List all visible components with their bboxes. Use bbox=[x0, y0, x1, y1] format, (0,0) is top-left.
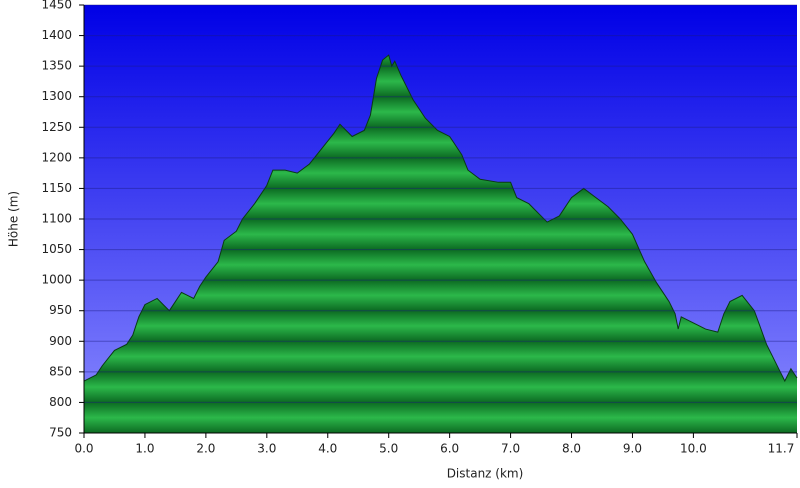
x-tick-label: 10.0 bbox=[680, 442, 707, 456]
x-tick-label: 9.0 bbox=[623, 442, 642, 456]
y-tick-label: 1350 bbox=[41, 59, 72, 73]
y-tick-label: 750 bbox=[49, 426, 72, 440]
y-tick-label: 1100 bbox=[41, 212, 72, 226]
x-tick-label: 3.0 bbox=[257, 442, 276, 456]
y-tick-label: 1000 bbox=[41, 273, 72, 287]
elevation-line bbox=[83, 54, 798, 383]
x-tick-label: 4.0 bbox=[318, 442, 337, 456]
y-tick-label: 850 bbox=[49, 364, 72, 378]
y-tick-label: 800 bbox=[49, 395, 72, 409]
x-tick-label: 2.0 bbox=[196, 442, 215, 456]
x-tick-label: 11.7 bbox=[768, 442, 795, 456]
area-fill bbox=[84, 55, 797, 433]
y-axis-label: Höhe (m) bbox=[7, 191, 21, 247]
x-tick-label: 1.0 bbox=[135, 442, 154, 456]
y-tick-label: 1050 bbox=[41, 242, 72, 256]
y-tick-label: 1250 bbox=[41, 120, 72, 134]
y-tick-label: 1300 bbox=[41, 89, 72, 103]
x-tick-label: 0.0 bbox=[74, 442, 93, 456]
x-tick-label: 8.0 bbox=[562, 442, 581, 456]
y-tick-label: 1150 bbox=[41, 181, 72, 195]
x-tick-label: 6.0 bbox=[440, 442, 459, 456]
y-tick-label: 1400 bbox=[41, 28, 72, 42]
x-axis-label: Distanz (km) bbox=[447, 467, 524, 481]
x-tick-label: 5.0 bbox=[379, 442, 398, 456]
y-tick-label: 900 bbox=[49, 334, 72, 348]
y-tick-label: 1200 bbox=[41, 150, 72, 164]
y-tick-label: 950 bbox=[49, 303, 72, 317]
y-tick-label: 1450 bbox=[41, 0, 72, 12]
x-tick-label: 7.0 bbox=[501, 442, 520, 456]
